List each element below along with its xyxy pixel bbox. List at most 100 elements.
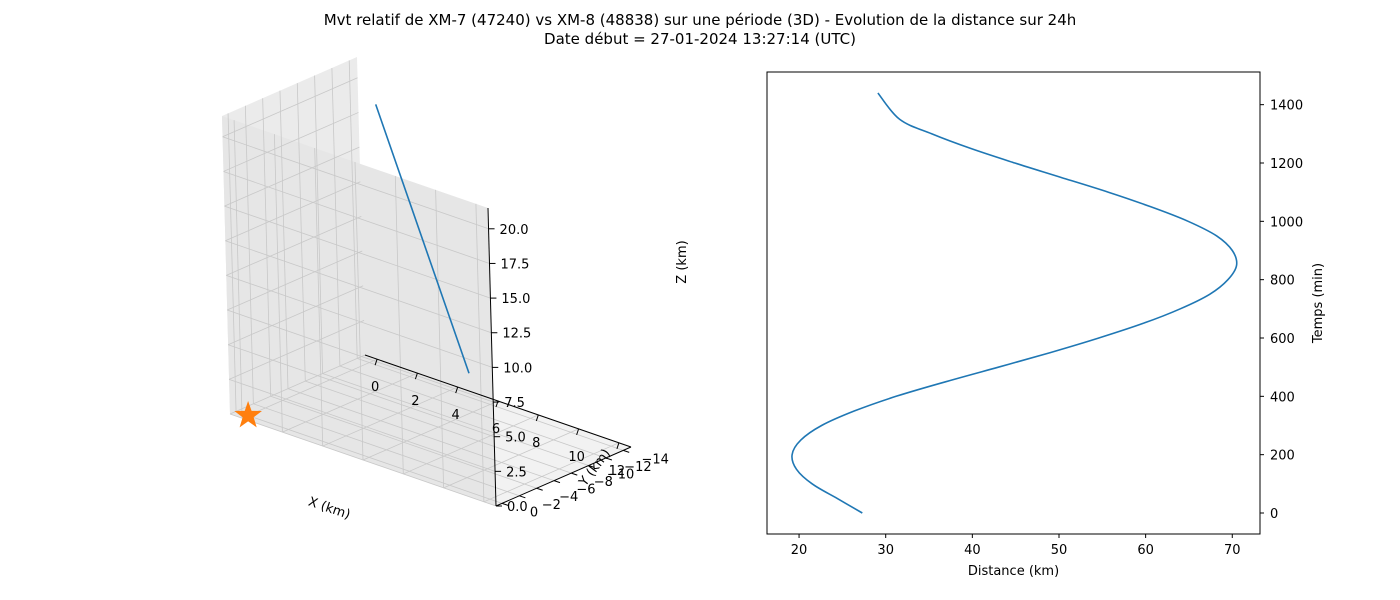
x-gridline-floor xyxy=(362,400,499,461)
x-tick xyxy=(616,442,620,449)
y-gridline-left xyxy=(348,60,358,359)
y-gridline-floor xyxy=(235,410,503,504)
z-tick-label: 15.0 xyxy=(501,292,530,307)
z-gridline-left xyxy=(225,181,361,242)
y-gridline-floor xyxy=(305,380,572,474)
figure-title-line1: Mvt relatif de XM-7 (47240) vs XM-8 (488… xyxy=(324,11,1077,29)
y-gridline-floor xyxy=(339,365,607,459)
x-gridline-floor xyxy=(443,428,579,489)
z-gridline-back xyxy=(225,240,492,334)
x-gridline-back xyxy=(435,189,445,488)
y-tick-label: −2 xyxy=(542,498,561,513)
relative-motion-line xyxy=(374,104,470,374)
y-tick-label: 600 xyxy=(1270,332,1295,347)
y-gridline-left xyxy=(244,105,254,404)
x-tick-label: 12 xyxy=(609,464,626,479)
z-gridline-back xyxy=(229,413,497,507)
x-tick-label: 4 xyxy=(452,408,460,423)
y-tick xyxy=(553,480,561,484)
y-tick-label: 1200 xyxy=(1270,157,1303,172)
x-gridline-floor xyxy=(483,442,620,503)
z-gridline-left xyxy=(222,77,358,138)
x-tick-label: 6 xyxy=(492,422,500,437)
x-tick-label: 8 xyxy=(532,436,540,451)
y-gridline-left xyxy=(296,83,306,382)
x-tick-label: 40 xyxy=(964,543,981,558)
y-gridline-floor xyxy=(253,403,520,497)
z-tick-label: 2.5 xyxy=(506,465,527,480)
y-tick xyxy=(536,487,543,491)
y-tick-label: −10 xyxy=(607,468,634,483)
y-gridline-floor xyxy=(270,395,537,489)
z-gridline-back xyxy=(226,275,493,368)
z-tick-label: 12.5 xyxy=(502,327,531,342)
x-gridline-floor xyxy=(282,372,418,433)
y-gridline-left xyxy=(331,67,341,366)
x-gridline-floor xyxy=(322,386,458,447)
z-gridline-left xyxy=(227,285,364,346)
y-tick xyxy=(623,449,630,453)
y-tick-label: −4 xyxy=(559,490,578,505)
y-gridline-floor xyxy=(322,373,589,466)
plot-frame xyxy=(766,71,1261,535)
z-gridline-back xyxy=(222,136,489,230)
z-tick-label: 20.0 xyxy=(500,223,529,238)
y-tick xyxy=(501,502,509,506)
x-gridline-floor xyxy=(403,414,539,475)
z-gridline-back xyxy=(228,378,496,472)
z-gridline-left xyxy=(226,216,362,276)
x-tick xyxy=(374,359,378,366)
y-tick-label: 0 xyxy=(1270,507,1278,522)
x-tick xyxy=(576,428,580,436)
y-gridline-left xyxy=(314,75,323,374)
x-tick-label: 50 xyxy=(1051,543,1068,558)
x-axis-label: X (km) xyxy=(306,495,352,523)
y-gridline-left xyxy=(279,90,289,389)
x-gridline-back xyxy=(354,161,364,461)
y-tick-label: 400 xyxy=(1270,390,1295,405)
y-tick xyxy=(519,495,526,499)
x-tick xyxy=(535,414,539,422)
z-gridline-left xyxy=(223,112,359,172)
y-gridline-floor xyxy=(287,388,555,482)
y-tick-label: −8 xyxy=(594,475,613,490)
y-tick-label: 800 xyxy=(1270,274,1295,289)
x-tick-label: 30 xyxy=(877,543,894,558)
x-axis-label: Distance (km) xyxy=(968,564,1059,579)
y-axis-line xyxy=(495,446,632,507)
z-gridline-back xyxy=(228,344,495,438)
x-tick-label: 2 xyxy=(411,394,419,409)
y-tick xyxy=(571,472,578,476)
y-tick-label: 0 xyxy=(530,505,538,520)
z-tick-label: 7.5 xyxy=(504,396,525,411)
x-tick-label: 20 xyxy=(791,543,808,558)
x-gridline-back xyxy=(233,120,243,419)
z-axis-line xyxy=(487,207,497,507)
y-gridline-left xyxy=(227,113,237,412)
y-gridline-left xyxy=(262,98,272,397)
z-tick-label: 5.0 xyxy=(505,431,526,446)
y-axis-label: Temps (min) xyxy=(1311,263,1326,344)
distance-series-line xyxy=(791,92,1238,514)
y-tick-label: 200 xyxy=(1270,449,1295,464)
origin-star-marker xyxy=(234,400,262,428)
x-tick xyxy=(455,386,459,394)
x-gridline-back xyxy=(475,203,485,502)
z-gridline-left xyxy=(228,319,365,380)
x-gridline-floor xyxy=(241,358,378,419)
z-gridline-back xyxy=(227,309,494,403)
z-tick-label: 10.0 xyxy=(503,361,532,376)
y-tick-label: −12 xyxy=(624,460,651,475)
z-tick-label: 0.0 xyxy=(507,500,528,515)
y-tick-label: 1400 xyxy=(1270,99,1303,114)
x-tick-label: 0 xyxy=(371,380,379,395)
z-gridline-left xyxy=(224,146,360,207)
y-tick-label: 1000 xyxy=(1270,215,1303,230)
x-tick-label: 70 xyxy=(1224,543,1241,558)
z-gridline-back xyxy=(224,205,491,299)
y-tick xyxy=(588,465,595,469)
z-gridline-back xyxy=(223,171,490,264)
z-gridline-left xyxy=(227,250,363,311)
y-tick-label: −14 xyxy=(641,452,668,467)
